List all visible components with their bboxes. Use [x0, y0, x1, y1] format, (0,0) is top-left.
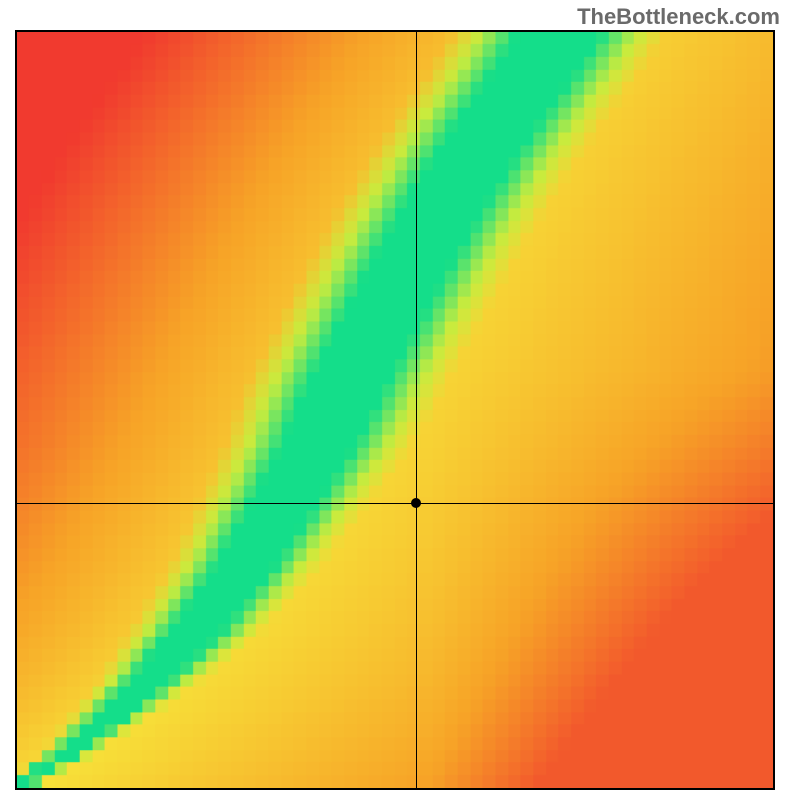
crosshair-vertical — [416, 32, 417, 788]
figure-container: TheBottleneck.com — [0, 0, 800, 800]
heatmap-canvas-holder — [17, 32, 773, 788]
crosshair-horizontal — [17, 503, 773, 504]
heatmap-canvas — [17, 32, 773, 788]
marker-dot — [411, 498, 421, 508]
plot-frame — [15, 30, 775, 790]
watermark-text: TheBottleneck.com — [577, 4, 780, 30]
